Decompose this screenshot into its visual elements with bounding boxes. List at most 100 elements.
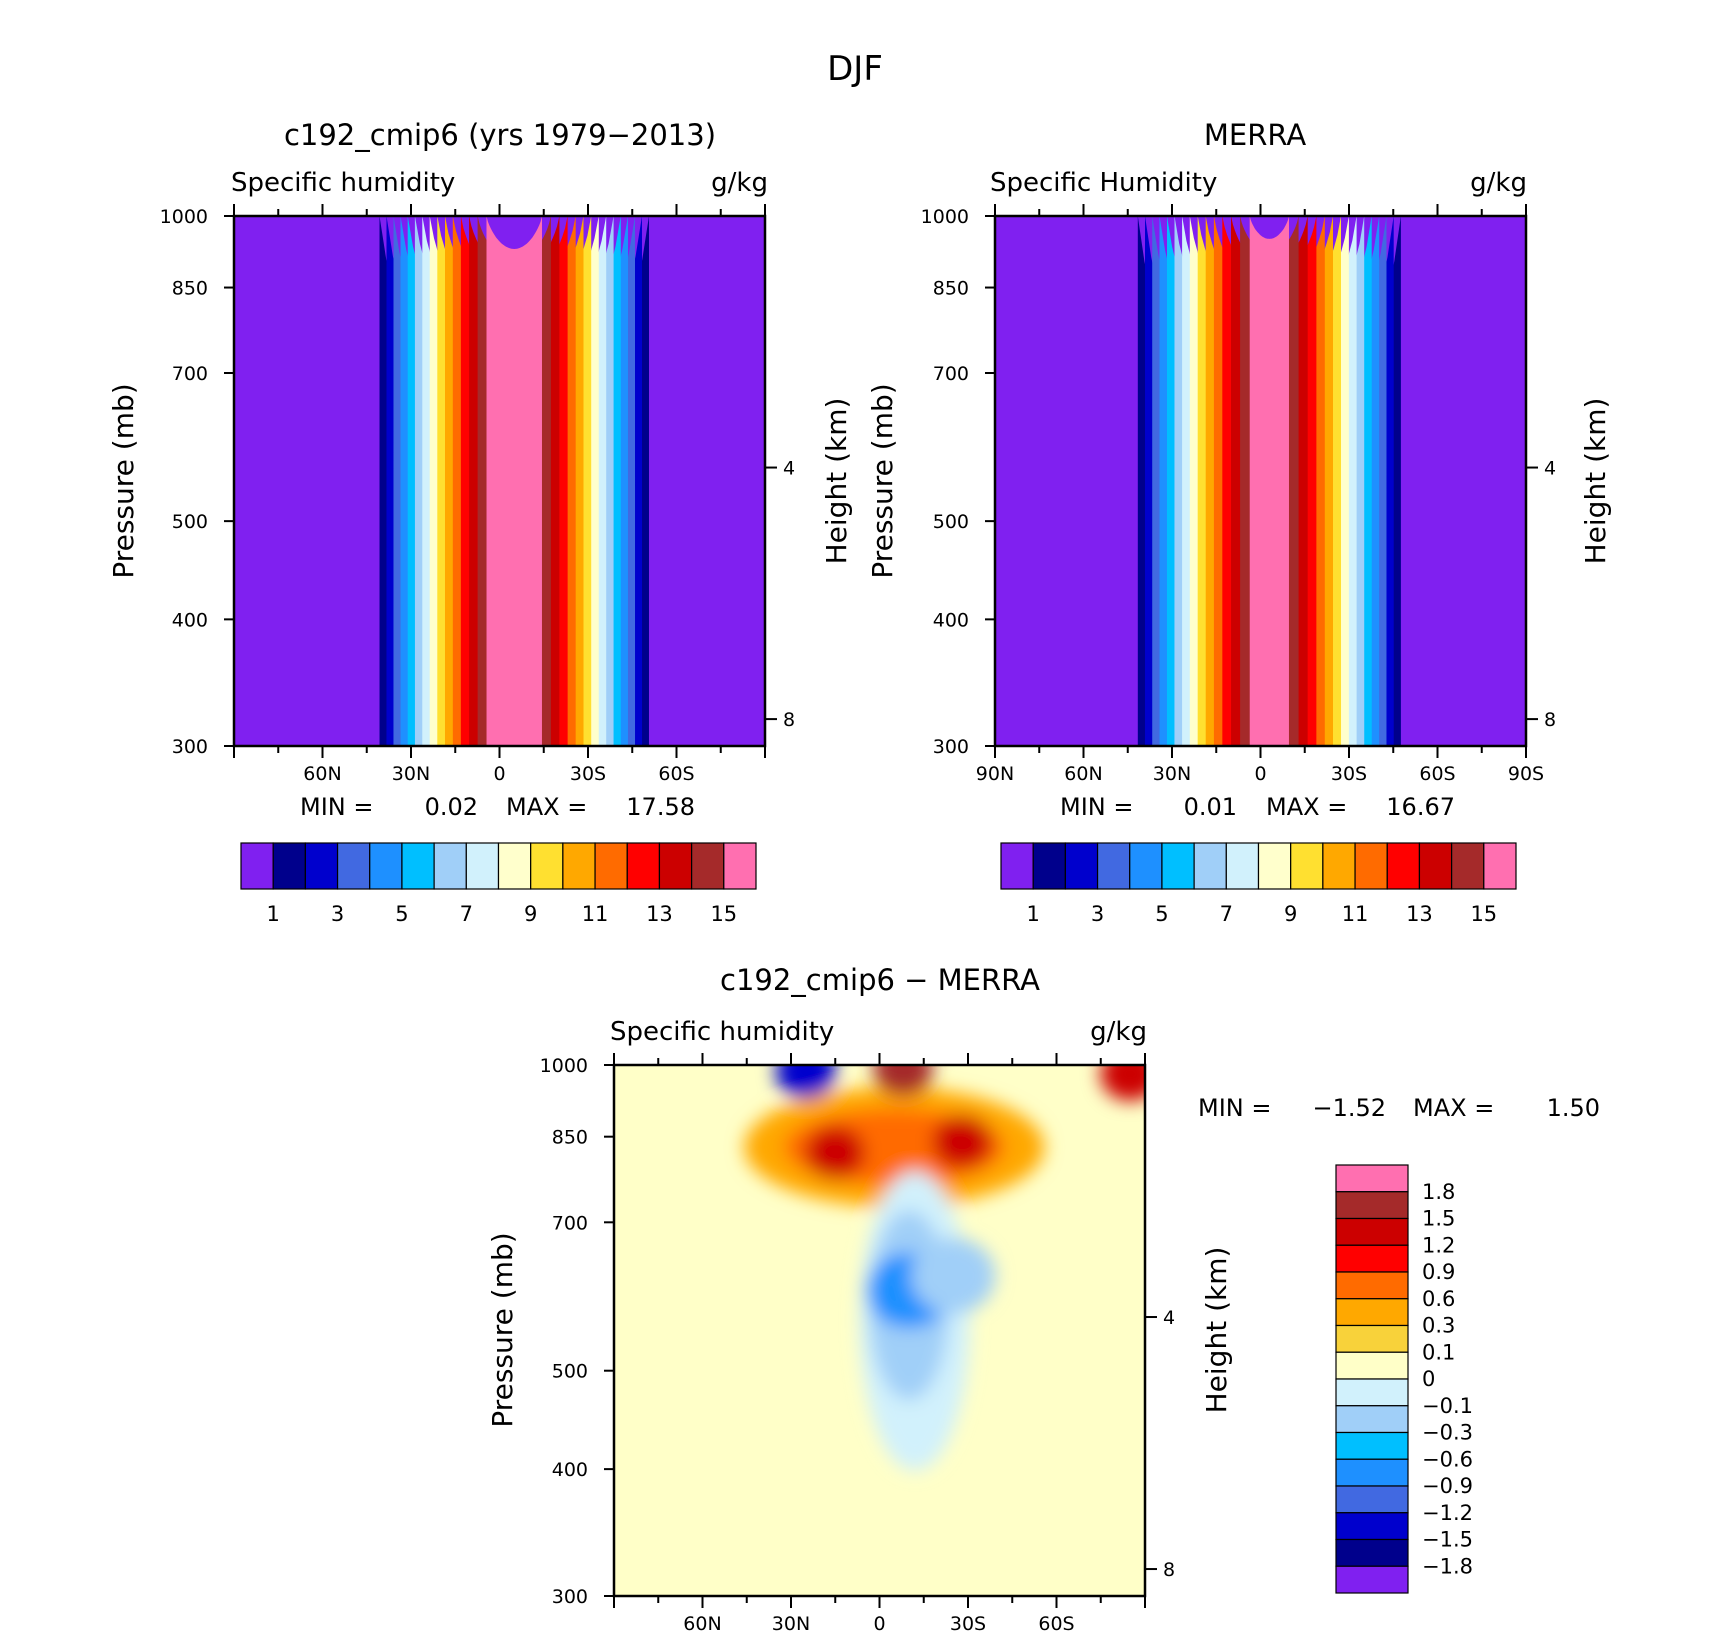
colorbar: 1 3 5 7 9 11 13 15 [240, 842, 757, 926]
x-axis: 90N 60N 30N 0 30S 60S 90S [976, 204, 1544, 785]
y-axis: 300 400 500 700 850 1000 [540, 1055, 614, 1608]
colorbar-label: 9 [524, 902, 537, 926]
colorbar-label: 1.8 [1422, 1180, 1455, 1204]
x-tick-label: 30N [772, 1613, 810, 1635]
contour-field [234, 216, 765, 746]
y-tick-label: 400 [172, 609, 208, 631]
contour-field [614, 1065, 1145, 1596]
colorbar: 1.8 1.51.2 0.9 0.6 0.30.1 0 −0.1 −0.3−0.6 −0.9 −1… [1335, 1164, 1473, 1594]
colorbar-label: 5 [395, 902, 408, 926]
x-tick-label: 30N [1153, 763, 1191, 785]
y-tick-label: 300 [552, 1586, 588, 1608]
y-tick-label: 1000 [160, 206, 208, 228]
x-axis: 60N 30N 0 30S 60S [613, 1053, 1146, 1635]
colorbar-box [401, 842, 435, 890]
y-tick-label: 700 [552, 1212, 588, 1234]
colorbar-label: −1.2 [1422, 1501, 1473, 1525]
colorbar-box [1257, 842, 1292, 890]
y2-axis-label: Height (km) [1579, 398, 1612, 565]
colorbar-label: 7 [460, 902, 473, 926]
colorbar-box [1161, 842, 1195, 890]
colorbar-label: 0.3 [1422, 1314, 1455, 1338]
colorbar-box [1322, 842, 1356, 890]
colorbar-label: −0.1 [1422, 1394, 1473, 1418]
y-tick-label: 500 [552, 1361, 588, 1383]
colorbar-label: 1 [267, 902, 280, 926]
colorbar-box [1335, 1271, 1409, 1300]
y-tick-label: 700 [933, 363, 969, 385]
colorbar-box [1335, 1512, 1409, 1541]
min-value: −1.52 [1312, 1094, 1386, 1122]
min-label: MIN = [1060, 793, 1133, 821]
colorbar-box [1335, 1298, 1409, 1327]
units-label: g/kg [1470, 168, 1527, 198]
colorbar-label: 3 [331, 902, 344, 926]
max-label: MAX = [506, 793, 587, 821]
left-subtitle: Specific Humidity [990, 168, 1217, 198]
x-tick-label: 60S [658, 763, 694, 785]
y-tick-label: 1000 [921, 206, 969, 228]
max-label: MAX = [1413, 1094, 1494, 1122]
colorbar-box [1225, 842, 1260, 890]
y-tick-label: 300 [172, 736, 208, 758]
diff-feature [873, 1065, 934, 1097]
min-value: 0.02 [425, 793, 478, 821]
colorbar-box [1000, 842, 1034, 890]
y-axis-label: Pressure (mb) [486, 1232, 519, 1427]
colorbar-box [1335, 1565, 1409, 1594]
diff-blobs [744, 1065, 1145, 1471]
y2-axis: 84 [1145, 1307, 1175, 1581]
colorbar-box [497, 842, 532, 890]
colorbar-box [658, 842, 693, 890]
colorbar-box [1335, 1164, 1409, 1193]
y-tick-label: 300 [933, 736, 969, 758]
colorbar-box [433, 842, 467, 890]
colorbar-label: −0.3 [1422, 1421, 1473, 1445]
colorbar-box [691, 842, 725, 890]
colorbar-label: 7 [1220, 902, 1233, 926]
panel-obs: MERRA Specific Humidity g/kg 90N 60N 30N 0 3… [866, 118, 1612, 926]
colorbar-label: 13 [1406, 902, 1433, 926]
colorbar-box [1335, 1217, 1409, 1246]
diff-feature [911, 1238, 996, 1314]
colorbar-box [369, 842, 403, 890]
colorbar-box [1451, 842, 1485, 890]
diff-feature [805, 1125, 866, 1180]
min-label: MIN = [1198, 1094, 1271, 1122]
colorbar-box [530, 842, 564, 890]
colorbar-box [1335, 1431, 1409, 1460]
max-value: 16.67 [1386, 793, 1455, 821]
left-subtitle: Specific humidity [231, 168, 455, 198]
colorbar-label: −1.5 [1422, 1528, 1473, 1552]
y-tick-label: 500 [172, 511, 208, 533]
colorbar-box [1290, 842, 1324, 890]
colorbar-box [1193, 842, 1227, 890]
x-tick-label: 60N [303, 763, 341, 785]
y2-axis-label: Height (km) [820, 398, 853, 565]
level-15 [1249, 216, 1289, 746]
colorbar-label: 3 [1091, 902, 1104, 926]
units-label: g/kg [1090, 1017, 1147, 1047]
colorbar-box [1335, 1458, 1409, 1487]
panel-title: c192_cmip6 − MERRA [720, 963, 1040, 997]
colorbar-box [240, 842, 274, 890]
panel-title: MERRA [1204, 118, 1306, 152]
x-tick-label: 60S [1038, 1613, 1074, 1635]
colorbar-box [336, 842, 371, 890]
units-label: g/kg [711, 168, 768, 198]
colorbar-label: 0.6 [1422, 1287, 1455, 1311]
y-tick-label: 400 [933, 609, 969, 631]
colorbar-box [626, 842, 661, 890]
colorbar-label: −0.9 [1422, 1474, 1473, 1498]
colorbar-box [1418, 842, 1453, 890]
colorbar: 1 3 5 7 9 11 13 15 [1000, 842, 1517, 926]
colorbar-label: 9 [1284, 902, 1297, 926]
y2-tick-label: 8 [1544, 709, 1556, 731]
colorbar-box [1335, 1191, 1409, 1220]
colorbar-box [1064, 842, 1099, 890]
colorbar-box [723, 842, 757, 890]
colorbar-box [465, 842, 500, 890]
colorbar-box [1354, 842, 1388, 890]
colorbar-box [1335, 1405, 1409, 1434]
x-tick-label: 30S [570, 763, 606, 785]
